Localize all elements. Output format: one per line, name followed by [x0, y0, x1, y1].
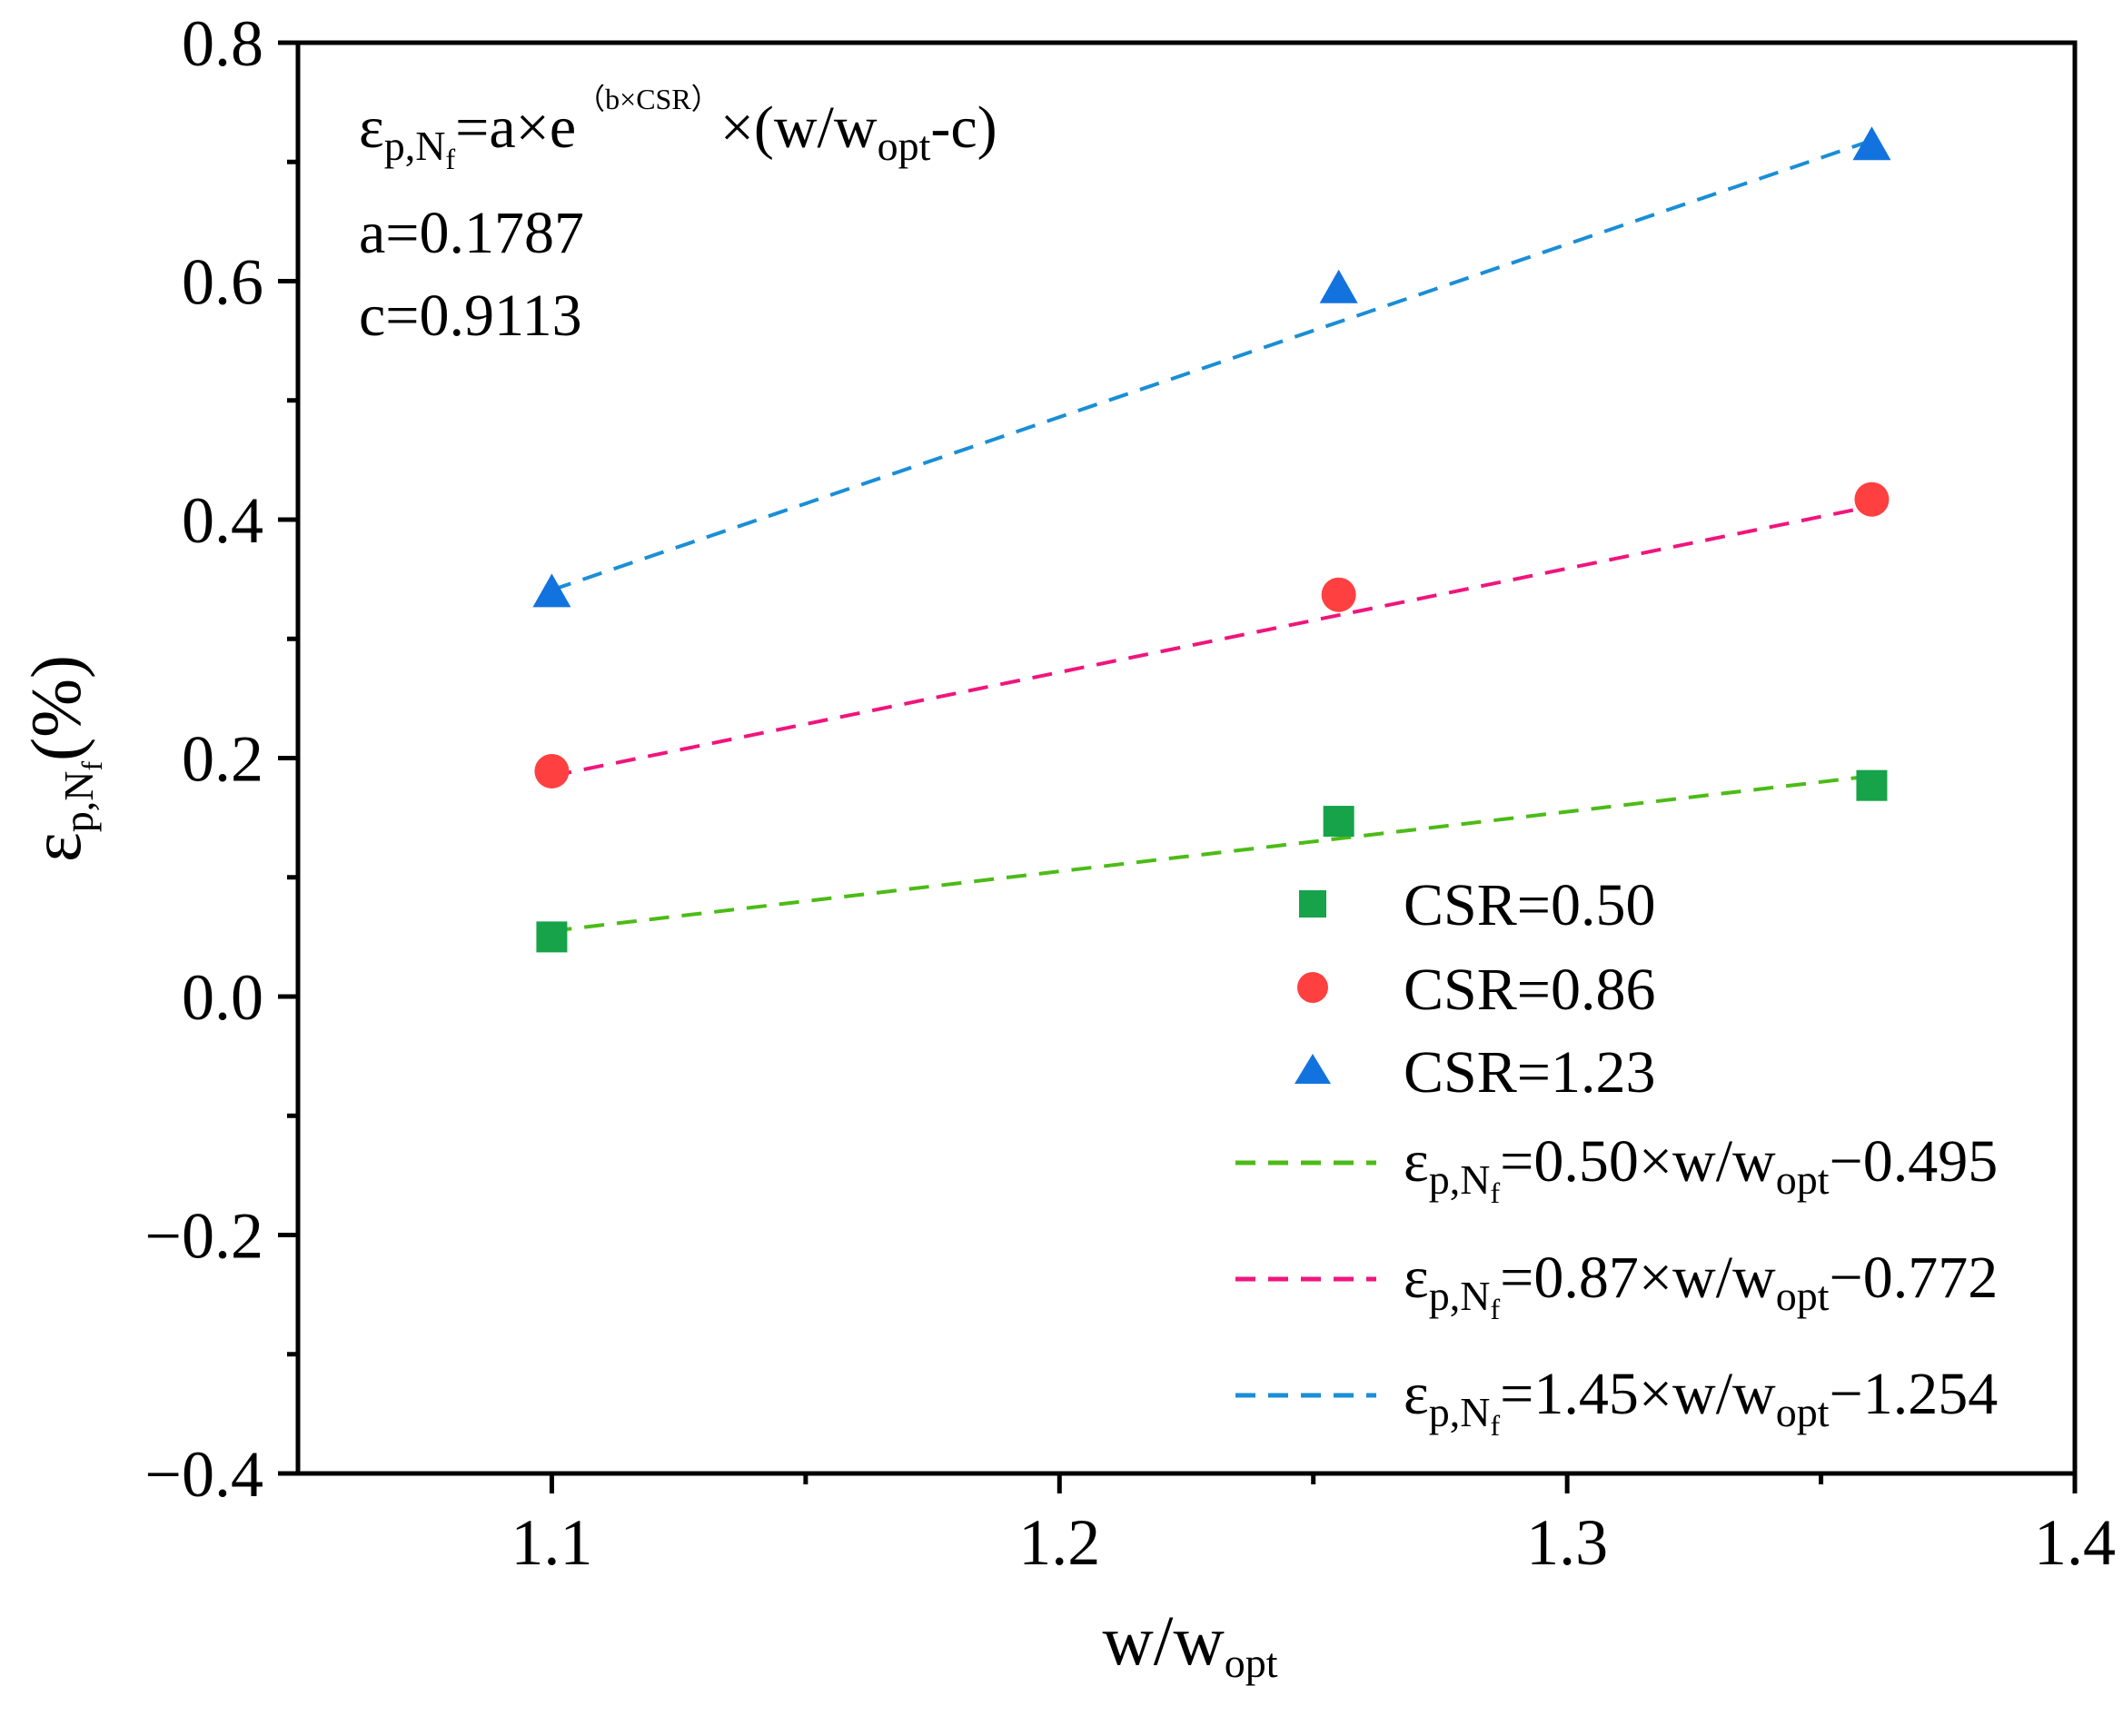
x-axis-title: w/wopt — [1102, 1601, 1277, 1686]
fit-csr-123-line — [551, 138, 1873, 592]
marker-csr-0-1 — [1323, 806, 1354, 838]
x-tick-label: 1.1 — [511, 1506, 592, 1579]
y-axis-title: εp,Nf(%) — [16, 655, 108, 862]
y-tick-label: 0.2 — [182, 723, 263, 796]
legend-label-fit-050: εp,Nf=0.50×w/wopt−0.495 — [1404, 1128, 1998, 1209]
formula-text: εp,Nf=a×e（b×CSR）×(w/wopt-c) — [359, 83, 997, 175]
x-tick-label: 1.3 — [1526, 1506, 1608, 1579]
fit-csr-050-line — [551, 774, 1872, 933]
param-a-text: a=0.1787 — [359, 200, 584, 266]
marker-csr-0-2 — [1856, 769, 1888, 801]
marker-csr-1-1 — [1321, 577, 1356, 612]
x-tick-label: 1.2 — [1018, 1506, 1100, 1579]
legend-swatch-csr-050 — [1299, 890, 1326, 918]
fit-lines — [551, 138, 1873, 933]
marker-csr-1-2 — [1854, 481, 1890, 517]
y-tick-label: 0.0 — [182, 961, 263, 1034]
x-tick-label: 1.4 — [2034, 1506, 2116, 1579]
legend-label-csr-123: CSR=1.23 — [1404, 1039, 1655, 1106]
fit-csr-086-line — [551, 504, 1872, 779]
marker-csr-2-0 — [532, 573, 571, 608]
y-tick-label: 0.8 — [182, 7, 263, 80]
legend-label-csr-050: CSR=0.50 — [1404, 872, 1655, 938]
fit-formula-annotation: εp,Nf=a×e（b×CSR）×(w/wopt-c) a=0.1787 c=0… — [359, 83, 997, 349]
param-c-text: c=0.9113 — [359, 283, 582, 349]
y-tick-label: −0.4 — [144, 1438, 263, 1511]
y-tick-label: 0.4 — [182, 484, 263, 557]
y-tick-label: 0.6 — [182, 246, 263, 319]
x-axis-ticks: 1.1 1.2 1.3 1.4 — [511, 1473, 2116, 1579]
data-markers — [532, 126, 1891, 953]
legend-swatch-csr-123 — [1295, 1054, 1331, 1084]
legend-label-csr-086: CSR=0.86 — [1404, 957, 1655, 1023]
marker-csr-2-2 — [1852, 126, 1891, 161]
marker-csr-0-0 — [536, 921, 568, 953]
y-tick-label: −0.2 — [144, 1200, 263, 1273]
marker-csr-1-0 — [534, 753, 570, 789]
legend-swatch-csr-086 — [1297, 972, 1328, 1003]
marker-csr-2-1 — [1319, 269, 1358, 303]
y-axis-ticks: −0.4 −0.2 0.0 0.2 0.4 0.6 0.8 — [144, 7, 298, 1511]
legend: CSR=0.50 CSR=0.86 CSR=1.23 εp,Nf=0.50×w/… — [1235, 872, 1998, 1442]
legend-label-fit-123: εp,Nf=1.45×w/wopt−1.254 — [1404, 1361, 1998, 1442]
legend-label-fit-086: εp,Nf=0.87×w/wopt−0.772 — [1404, 1245, 1998, 1325]
